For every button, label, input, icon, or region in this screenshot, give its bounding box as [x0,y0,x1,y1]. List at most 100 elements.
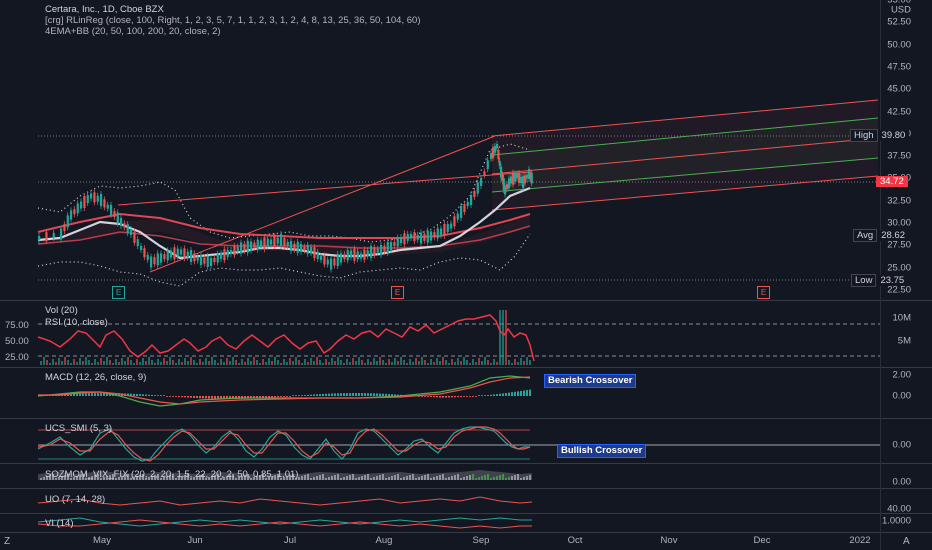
macd-hist-bar [247,396,249,399]
volume-bar [40,361,42,365]
vi-legend[interactable]: VI (14) [45,518,74,529]
rlinreg-legend[interactable]: [crg] RLinReg (close, 100, Right, 1, 2, … [45,15,421,26]
volume-bar [478,358,480,365]
sozmom-bar [508,477,510,480]
candle-body [80,201,83,209]
ema-legend[interactable]: 4EMA+BB (20, 50, 100, 200, 20, close, 2) [45,26,221,37]
macd-hist-bar [196,396,198,399]
candle-body [210,258,213,266]
candle-body [52,232,55,238]
sozmom-bar [505,478,507,480]
sozmom-bar [271,476,273,480]
volume-bar [415,358,417,365]
candle-body [313,247,316,259]
macd-hist-bar [133,393,135,396]
sozmom-bar [244,475,246,480]
sozmom-pane[interactable]: SOZMOM_VIX_FIX (20, 2, 20, 1.5, 22, 20, … [0,464,880,488]
price-chart[interactable] [0,0,880,300]
vol-rsi-pane[interactable]: Vol (20) RSI (10, close) [0,301,880,367]
macd-legend[interactable]: MACD (12, 26, close, 9) [45,372,147,383]
volume-bar [391,362,393,365]
price-tick: 22.50 [887,284,911,296]
macd-hist-bar [262,396,264,399]
macd-hist-bar [493,394,495,396]
volume-bar [508,360,510,365]
sozmom-bar [268,477,270,480]
time-label: Nov [660,535,678,546]
earnings-badge[interactable]: E [391,286,404,299]
uo-legend[interactable]: UO (7, 14, 28) [45,494,106,505]
candle-body [400,237,403,243]
macd-pane[interactable]: MACD (12, 26, close, 9) Bearish Crossove… [0,368,880,418]
candle-body [528,169,531,179]
volume-bar [229,361,231,365]
macd-hist-bar [157,395,159,396]
pane-separator[interactable] [0,367,932,368]
sozmom-bar [190,478,192,480]
candle-body [106,204,109,209]
sozmom-bar [382,474,384,480]
macd-tick: 0.00 [892,390,912,402]
ucs-smi-pane[interactable]: UCS_SMI (5, 3) Bullish Crossover [0,419,880,463]
candle-body [113,211,116,217]
volume-bar [103,361,105,365]
sozmom-bar [76,476,78,480]
candle-body [498,160,501,166]
macd-hist-bar [421,396,423,397]
time-axis[interactable]: May Jun Jul Aug Sep Oct Nov Dec 2022 [0,532,932,550]
sozmom-bar [466,476,468,480]
pane-separator[interactable] [0,418,932,419]
auto-scale-icon[interactable]: A [903,536,910,547]
sozmom-bar [379,475,381,480]
candle-body [413,232,416,242]
candle-body [383,245,386,252]
sozmom-bar [187,474,189,480]
sozmom-bar [229,475,231,480]
candle-body [522,176,525,188]
pane-separator[interactable] [0,300,932,301]
time-label: Oct [567,535,583,546]
sozmom-bar [196,476,198,480]
sozmom-bar [130,478,132,480]
candle-body [283,238,286,246]
sozmom-bar [208,477,210,480]
volume-bar [502,310,504,365]
macd-hist-bar [64,394,66,396]
vi-pane[interactable]: VI (14) [0,514,880,532]
volume-bar [202,362,204,365]
sozmom-chart [38,470,532,480]
pane-separator[interactable] [0,488,932,489]
price-pane[interactable]: E E E [0,0,880,300]
pane-separator[interactable] [0,513,932,514]
macd-hist-bar [184,396,186,398]
earnings-badge[interactable]: E [112,286,125,299]
candle-body [60,228,63,240]
rsi-legend[interactable]: RSI (10, close) [45,317,108,328]
macd-hist-bar [499,393,501,396]
sozmom-legend[interactable]: SOZMOM_VIX_FIX (20, 2, 20, 1.5, 22, 20, … [45,469,299,480]
volume-bar [472,359,474,365]
earnings-badge[interactable]: E [757,286,770,299]
uo-pane[interactable]: UO (7, 14, 28) [0,489,880,513]
bullish-crossover-note[interactable]: Bullish Crossover [557,444,647,458]
bearish-crossover-note[interactable]: Bearish Crossover [544,374,637,388]
volume-bar [220,359,222,365]
sozmom-bar [304,475,306,480]
macd-hist-bar [487,395,489,396]
regression-mid-lower [491,157,879,193]
sozmom-bar [88,477,90,480]
pane-separator[interactable] [0,463,932,464]
macd-hist-bar [88,393,90,396]
symbol-title[interactable]: Certara, Inc., 1D, Cboe BZX [45,4,164,15]
zoom-icon[interactable]: Z [4,536,11,547]
sozmom-bar [58,477,60,480]
candle-body [266,238,269,247]
vol-legend[interactable]: Vol (20) [45,305,78,316]
sozmom-area [38,470,532,480]
candle-body [502,178,505,190]
candle-body [516,173,519,179]
ucs-legend[interactable]: UCS_SMI (5, 3) [45,423,113,434]
sozmom-bar [277,474,279,480]
sozmom-bar [220,478,222,480]
candle-body [483,171,486,176]
